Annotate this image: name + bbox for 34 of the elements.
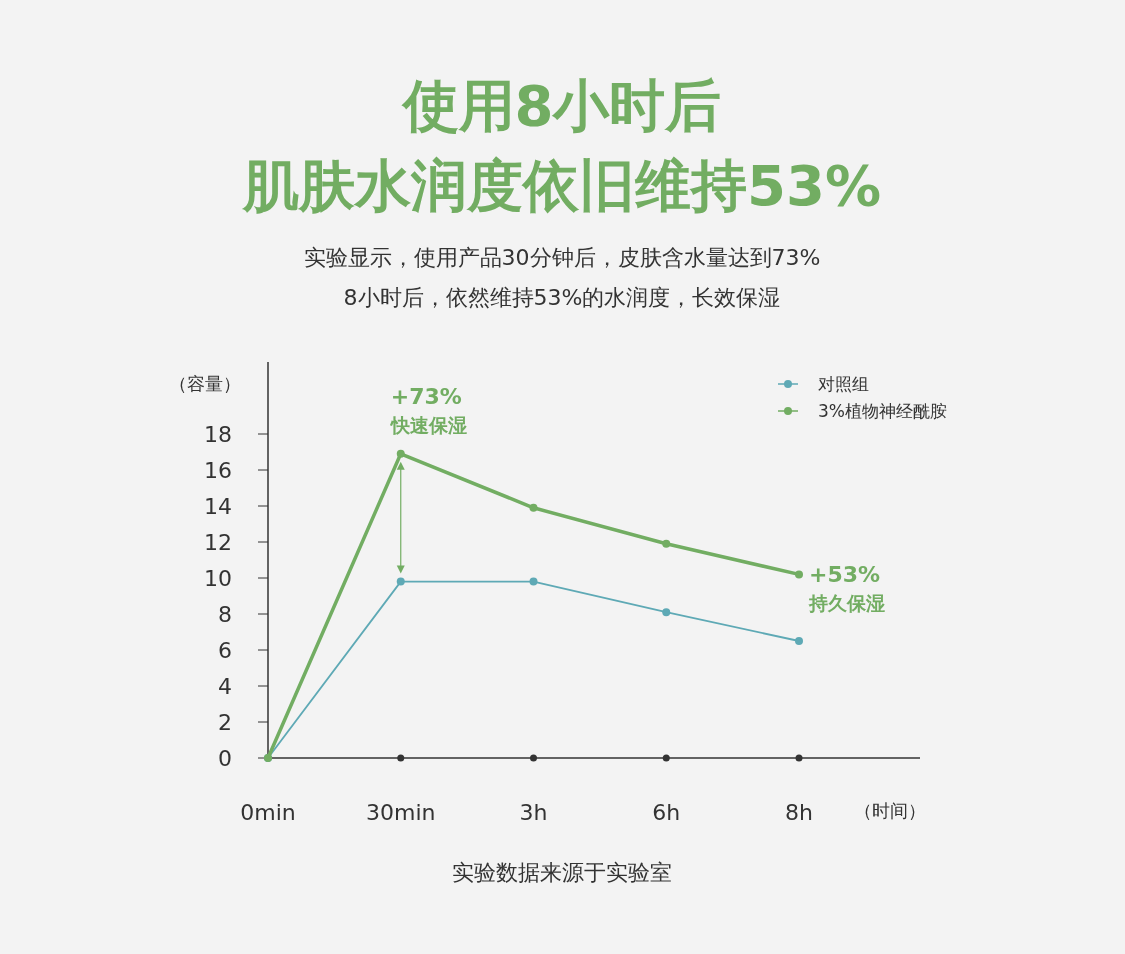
point (795, 637, 803, 645)
point (396, 449, 405, 458)
point (662, 539, 671, 548)
text: 实验数据来源于实验室 (452, 860, 672, 885)
y-tick-label: 4 (218, 674, 232, 699)
x-axis-title: （时间） (854, 800, 926, 821)
y-tick-label: 6 (218, 638, 232, 663)
x-tick-label: 8h (785, 800, 813, 825)
legend-label: 3%植物神经酰胺 (818, 401, 947, 421)
y-tick-label: 10 (204, 566, 232, 591)
legend-label: 对照组 (818, 374, 869, 394)
x-tick-label: 30min (366, 800, 436, 825)
y-axis-title: （容量） (169, 373, 241, 394)
y-tick-label: 16 (204, 458, 232, 483)
text: 8小时后，依然维持53%的水润度，长效保湿 (343, 285, 781, 310)
text: 实验显示，使用产品30分钟后，皮肤含水量达到73% (303, 245, 821, 270)
point (795, 570, 803, 579)
point (529, 503, 538, 512)
point (662, 608, 671, 617)
x-tick-label: 0min (240, 800, 296, 825)
x-tick-label: 6h (652, 800, 681, 825)
y-tick-label: 12 (204, 530, 232, 555)
chart-subtitle: 肌肤水润度依旧维持53% (240, 153, 882, 218)
y-tick-label: 8 (218, 602, 232, 627)
point (396, 577, 405, 586)
point (529, 577, 538, 586)
y-tick-label: 18 (204, 422, 232, 447)
x-tick-label: 3h (519, 800, 548, 825)
chart-title: 使用8小时后 (400, 73, 722, 138)
annotation: +73% 快速保湿 (388, 383, 467, 436)
annotation: +53% 持久保湿 (808, 562, 885, 615)
y-tick-label: 0 (218, 746, 232, 771)
y-tick-label: 2 (218, 710, 232, 735)
y-tick-label: 14 (204, 494, 232, 519)
